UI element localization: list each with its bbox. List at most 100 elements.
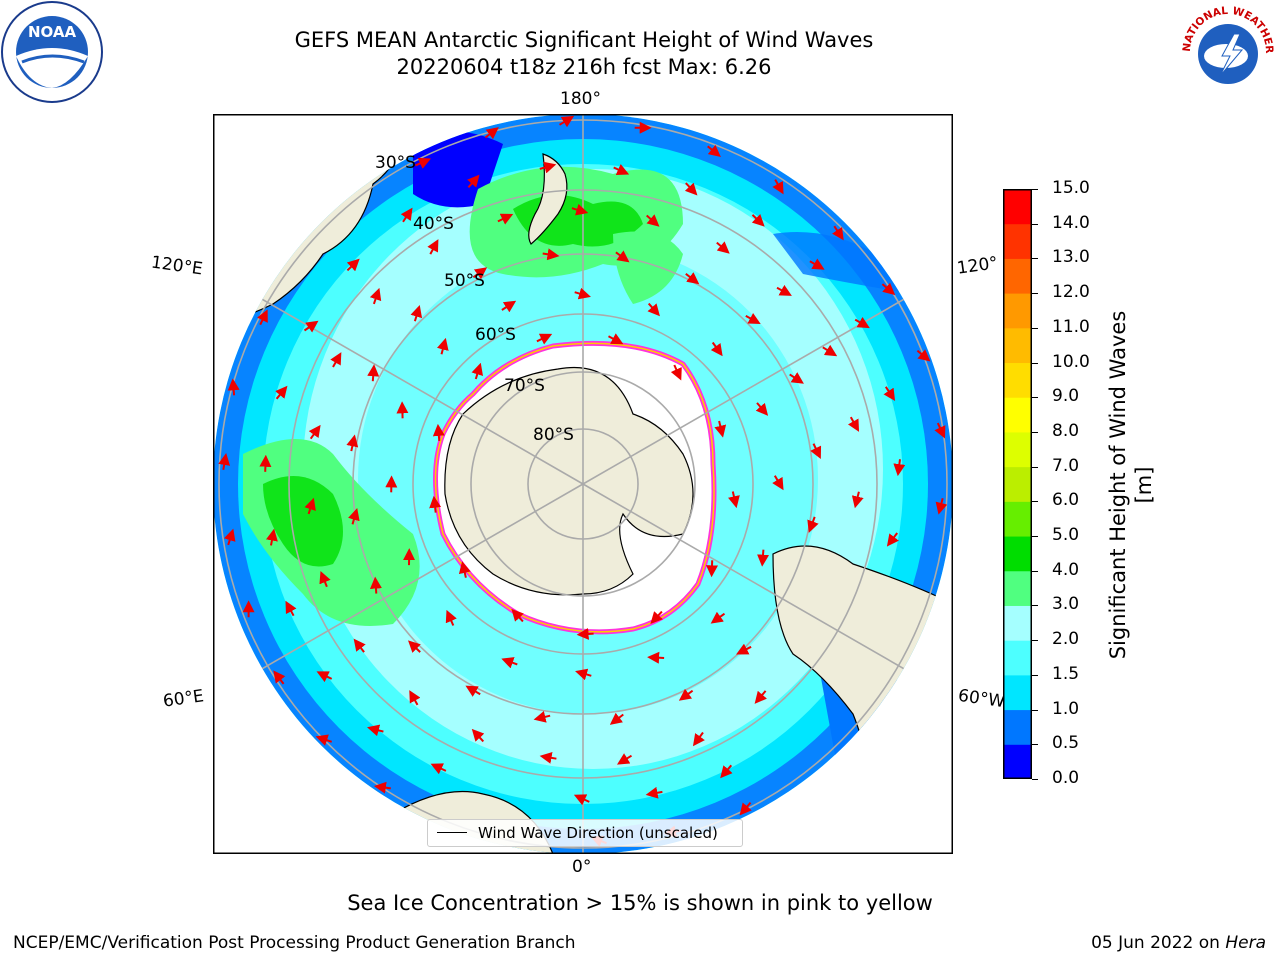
colorbar-band [1003,431,1032,468]
wave-direction-arrow [646,214,660,227]
wave-direction-arrow [883,386,896,402]
wave-direction-arrow [609,712,624,725]
wave-direction-arrow [745,313,761,325]
map-border [213,114,953,854]
wave-direction-arrow [571,203,589,216]
wave-direction-arrow [501,300,517,313]
colorbar-tick-mark [1032,674,1038,676]
wave-direction-arrow [810,443,822,460]
footer-date-text: 05 Jun 2022 on [1091,933,1226,953]
wave-direction-arrow [316,671,333,683]
wave-direction-arrow [575,668,592,681]
wave-direction-arrow [410,304,423,322]
colorbar-tick-label: 0.5 [1052,733,1080,754]
colorbar-tick-mark [1032,362,1038,364]
colorbar-tick-mark [1032,744,1038,746]
colorbar-tick-label: 0.0 [1052,768,1080,788]
wave-direction-arrow [714,420,727,438]
wave-direction-arrow [754,690,767,704]
lon-label-120e: 120°E [149,252,204,280]
national-weather-service-logo: NATIONAL WEATHER SERVICE [1176,0,1278,102]
colorbar-tick-mark [1032,570,1038,572]
wave-direction-arrow [445,609,457,626]
wave-direction-arrow [259,454,272,472]
colorbar-tick-label: 12.0 [1052,282,1090,303]
legend-line-swatch [437,832,467,833]
lon-label-180: 180° [560,89,601,109]
wave-direction-arrow [720,764,733,779]
wave-direction-arrow [772,475,784,491]
wave-direction-arrow [542,248,560,261]
wave-direction-arrow [728,491,740,509]
colorbar-band [1003,223,1032,259]
colorbar-tick-label: 6.0 [1052,490,1080,511]
colorbar-band [1003,570,1032,606]
wave-direction-arrow [303,320,319,333]
wave-direction-arrow [692,731,705,747]
wave-direction-arrow [536,333,553,345]
wave-direction-arrow [367,364,380,382]
lon-label-60e: 60°E [161,686,206,712]
colorbar-tick-mark [1032,466,1038,468]
wave-direction-arrow [772,179,784,195]
colorbar-tick-label: 13.0 [1052,247,1090,268]
colorbar-tick-mark [1032,709,1038,711]
colorbar-tick-label: 15.0 [1052,178,1090,198]
legend-label: Wind Wave Direction (unscaled) [478,824,718,842]
colorbar-band [1003,189,1032,225]
wave-direction-arrow [367,724,384,737]
wave-direction-arrow [539,161,557,174]
wave-direction-arrow [330,352,342,368]
colorbar-tick-label: 7.0 [1052,455,1080,476]
wave-direction-arrow [650,610,663,625]
wave-direction-arrow [346,434,359,452]
colorbar-band [1003,744,1032,779]
lon-label-60w: 60°W [956,685,1007,713]
wave-direction-arrow [685,272,700,285]
colorbar-tick-mark [1032,189,1038,190]
wave-direction-arrow [472,267,488,280]
wave-direction-arrow [373,781,391,794]
wave-direction-arrow [319,570,331,588]
wave-direction-arrow [710,611,726,624]
wave-direction-arrow [935,497,948,515]
wave-direction-arrow [854,316,870,329]
wave-direction-arrow [429,495,442,513]
wave-direction-arrow [613,164,630,175]
colorbar-tick-mark [1032,431,1038,433]
colorbar-label: Significant Height of Wind Waves [m] [1106,310,1156,660]
wave-direction-arrow [847,416,860,432]
wave-direction-arrow [511,608,524,623]
lat-label-80s: 80°S [533,425,574,445]
wave-direction-arrow [471,362,483,380]
footer-host: Hera [1225,933,1266,953]
colorbar-tick-mark [1032,223,1038,225]
wave-direction-arrows [218,115,948,847]
polar-map: 30°S 40°S 50°S 60°S 70°S 80°S [213,114,953,854]
wave-direction-arrow [707,144,721,158]
colorbar-band [1003,397,1032,433]
wave-direction-arrow [739,801,752,816]
wave-direction-arrow [789,372,804,384]
colorbar-tick-label: 1.0 [1052,698,1080,719]
colorbar-tick-mark [1032,293,1038,295]
lat-label-70s: 70°S [504,376,545,396]
colorbar-band [1003,605,1032,641]
colorbar-tick-label: 8.0 [1052,420,1080,441]
colorbar-band [1003,293,1032,329]
colorbar-tick-label: 2.0 [1052,629,1080,650]
chart-subtitle: 20220604 t18z 216h fcst Max: 6.26 [396,55,772,79]
colorbar-tick-label: 5.0 [1052,525,1080,546]
wave-direction-arrow [751,214,765,227]
wave-direction-arrow [576,627,594,640]
wave-direction-arrow [616,753,633,765]
wave-direction-arrow [348,508,360,525]
colorbar-tick-mark [1032,536,1038,538]
wave-direction-arrow [304,497,316,515]
wave-direction-arrow [851,491,864,509]
wave-direction-arrow [432,423,445,441]
wave-direction-arrow [710,341,723,357]
wave-direction-arrow [471,728,485,743]
wave-direction-arrow [684,182,698,196]
wave-direction-arrow [285,600,297,617]
